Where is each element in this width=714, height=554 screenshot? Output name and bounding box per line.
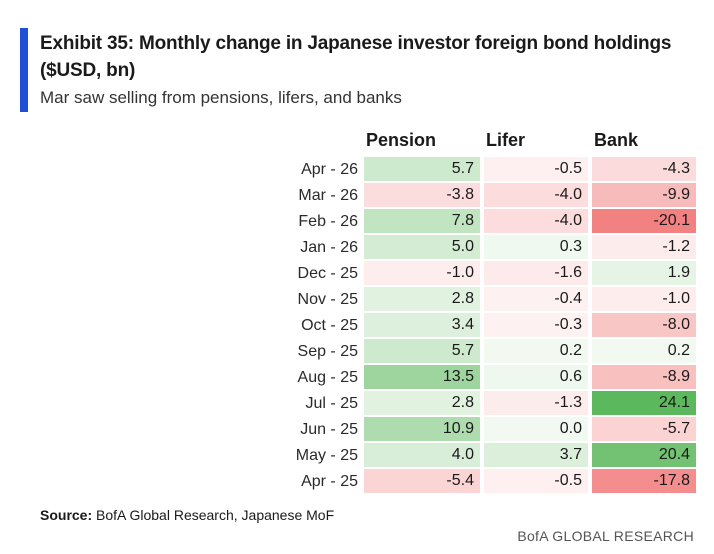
row-label: Dec - 25 (297, 265, 358, 282)
heatmap-cell: 5.7 (364, 157, 480, 183)
row-label: Apr - 25 (301, 473, 358, 490)
heatmap-cell: -1.3 (484, 391, 588, 417)
heatmap-cell: 3.4 (364, 313, 480, 339)
source-text: BofA Global Research, Japanese MoF (92, 507, 335, 523)
heatmap-cell: 10.9 (364, 417, 480, 443)
heatmap-cell: 1.9 (592, 261, 696, 287)
source-label: Source: (40, 507, 93, 523)
heatmap-cell: -5.7 (592, 417, 696, 443)
row-label: Feb - 26 (298, 213, 358, 230)
row-label: Jul - 25 (305, 395, 358, 412)
row-label: Jun - 25 (300, 421, 358, 438)
heatmap-cell: 2.8 (364, 287, 480, 313)
brand-footer: BofA GLOBAL RESEARCH (517, 528, 694, 544)
heatmap-cell: 3.7 (484, 443, 588, 469)
heatmap-cell: 5.0 (364, 235, 480, 261)
heatmap-cell: -8.0 (592, 313, 696, 339)
heatmap-cell: 13.5 (364, 365, 480, 391)
heatmap-cell: -20.1 (592, 209, 696, 235)
row-label: May - 25 (295, 447, 358, 464)
heatmap-cell: -0.4 (484, 287, 588, 313)
row-label: Mar - 26 (298, 187, 358, 204)
heatmap-cell: -0.5 (484, 469, 588, 495)
heatmap-cell: 2.8 (364, 391, 480, 417)
heatmap-cell: 20.4 (592, 443, 696, 469)
heatmap-cell: -4.0 (484, 209, 588, 235)
row-label: Oct - 25 (301, 317, 358, 334)
heatmap-cell: -1.0 (364, 261, 480, 287)
heatmap-cell: -4.3 (592, 157, 696, 183)
heatmap-cell: -5.4 (364, 469, 480, 495)
heatmap-cell: 0.6 (484, 365, 588, 391)
heatmap-cell: -1.2 (592, 235, 696, 261)
heatmap-cell: -1.0 (592, 287, 696, 313)
column-header-pension: Pension (366, 130, 437, 150)
heatmap-cell: 24.1 (592, 391, 696, 417)
heatmap-cell: 0.2 (484, 339, 588, 365)
row-label: Aug - 25 (297, 369, 358, 386)
row-label: Sep - 25 (297, 343, 358, 360)
heatmap-cell: -3.8 (364, 183, 480, 209)
heatmap-cell: -4.0 (484, 183, 588, 209)
title-accent-bar (20, 28, 28, 112)
heatmap-cell: -17.8 (592, 469, 696, 495)
exhibit-title: Exhibit 35: Monthly change in Japanese i… (40, 33, 672, 81)
column-header-bank: Bank (594, 130, 639, 150)
source-note: Source: BofA Global Research, Japanese M… (40, 507, 334, 523)
heatmap-cell: -9.9 (592, 183, 696, 209)
heatmap-cell: -0.5 (484, 157, 588, 183)
heatmap-cell: -0.3 (484, 313, 588, 339)
column-header-lifer: Lifer (486, 130, 526, 150)
row-label: Jan - 26 (300, 239, 358, 256)
heatmap-cell: -8.9 (592, 365, 696, 391)
heatmap-cell: 0.2 (592, 339, 696, 365)
exhibit-subtitle: Mar saw selling from pensions, lifers, a… (40, 88, 402, 107)
row-label: Apr - 26 (301, 161, 358, 178)
heatmap-cell: 5.7 (364, 339, 480, 365)
row-label: Nov - 25 (297, 291, 358, 308)
heatmap-cell: 4.0 (364, 443, 480, 469)
heatmap-cell: 0.0 (484, 417, 588, 443)
heatmap-cell: 0.3 (484, 235, 588, 261)
heatmap-cell: -1.6 (484, 261, 588, 287)
heatmap-cell: 7.8 (364, 209, 480, 235)
